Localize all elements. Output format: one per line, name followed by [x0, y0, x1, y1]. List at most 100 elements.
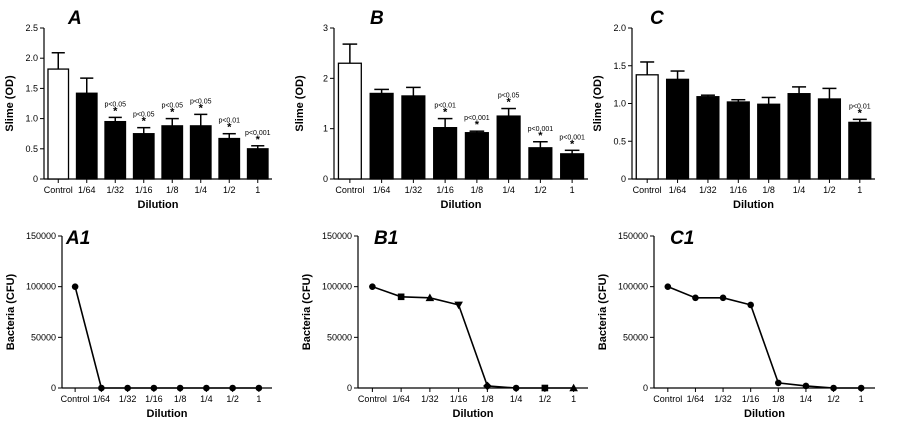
x-tick-label: Control: [335, 185, 364, 195]
x-tick-label: 1/16: [730, 185, 748, 195]
y-axis-title: Slime (OD): [294, 75, 306, 132]
y-tick-label: 1.0: [25, 114, 38, 124]
data-point: [397, 293, 405, 301]
y-tick-label: 0: [621, 174, 626, 184]
y-tick-label: 1: [323, 124, 328, 134]
y-tick-label: 0: [51, 383, 56, 393]
bar: [189, 125, 212, 180]
data-point: [255, 384, 263, 392]
bar: [757, 103, 781, 180]
significance-star: *: [170, 107, 175, 119]
bar: [464, 132, 489, 180]
x-tick-label: 1/32: [119, 394, 137, 404]
series-line: [372, 285, 574, 389]
x-axis-title: Dilution: [744, 408, 785, 420]
x-tick-label: 1: [570, 185, 575, 195]
x-tick-label: 1/8: [772, 394, 785, 404]
x-tick-label: Control: [653, 394, 682, 404]
y-axis-title: Bacteria (CFU): [5, 273, 17, 350]
x-tick-label: 1/32: [421, 394, 439, 404]
x-tick-label: 1/64: [78, 185, 96, 195]
y-tick-label: 1.0: [613, 99, 626, 109]
y-tick-label: 0: [347, 383, 352, 393]
y-axis-title: Slime (OD): [4, 75, 16, 132]
chart-panel-b: 0 1 2 3 Control 1/64 1/32 1/16 1/8 1/4 1/2 1 Dilutio…: [294, 8, 588, 211]
data-point: [719, 294, 727, 302]
data-point: [747, 301, 754, 309]
y-tick-label: 2.5: [25, 23, 38, 33]
panel-label: B: [370, 8, 384, 29]
significance-star: *: [142, 116, 147, 128]
significance-star: *: [858, 107, 863, 119]
y-tick-label: 1.5: [613, 61, 626, 71]
significance-star: *: [256, 134, 261, 146]
y-axis-title: Slime (OD): [592, 75, 604, 132]
data-point: [541, 384, 549, 392]
x-tick-label: 1/16: [742, 394, 760, 404]
bar: [369, 92, 394, 180]
data-point: [71, 283, 79, 290]
x-tick-label: 1/64: [687, 394, 705, 404]
x-tick-label: 1/64: [669, 185, 687, 195]
x-tick-label: 1/32: [106, 185, 124, 195]
bar: [401, 95, 426, 180]
y-tick-label: 100000: [26, 282, 56, 292]
significance-star: *: [570, 138, 575, 150]
x-tick-label: 1/8: [471, 185, 484, 195]
significance-star: *: [475, 119, 480, 131]
panel-label: B1: [374, 228, 398, 249]
bar: [787, 93, 811, 180]
x-tick-label: Control: [358, 394, 387, 404]
x-tick-label: 1/8: [481, 394, 494, 404]
p-value-label: p<0.05: [498, 93, 520, 100]
y-tick-label: 100000: [322, 282, 352, 292]
data-point: [176, 384, 184, 392]
x-tick-label: 1/2: [223, 185, 236, 195]
bar: [817, 98, 842, 180]
x-tick-label: 1/8: [174, 394, 187, 404]
y-tick-label: 1.5: [25, 83, 38, 93]
bar: [75, 92, 98, 180]
x-tick-label: 1: [859, 394, 864, 404]
chart-panel-a1: 0 50000 100000 150000 Control 1/64 1/32 1/16 1/8…: [5, 228, 272, 420]
y-tick-label: 150000: [618, 231, 648, 241]
bar: [560, 153, 585, 180]
x-tick-label: 1/2: [226, 394, 239, 404]
p-value-label: p<0.05: [104, 101, 126, 108]
p-value-label: p<0.05: [190, 98, 212, 105]
y-tick-label: 0.5: [25, 144, 38, 154]
y-axis-title: Bacteria (CFU): [301, 273, 313, 350]
x-tick-label: Control: [61, 394, 90, 404]
data-point: [483, 381, 492, 391]
x-tick-label: 1/16: [450, 394, 468, 404]
y-tick-label: 50000: [31, 332, 56, 342]
x-axis-title: Dilution: [453, 408, 494, 420]
y-tick-label: 150000: [26, 231, 56, 241]
y-tick-label: 2: [323, 73, 328, 83]
x-tick-label: 1/64: [373, 185, 391, 195]
x-axis-title: Dilution: [138, 199, 179, 211]
significance-star: *: [199, 102, 204, 114]
x-tick-label: 1/8: [166, 185, 179, 195]
panel-label: A1: [65, 228, 90, 249]
chart-panel-c: 0 0.5 1.0 1.5 2.0 Control 1/64 1/32 1/16 1/8 1/4 1/…: [592, 8, 875, 211]
bar: [132, 133, 155, 180]
x-tick-label: 1: [256, 394, 261, 404]
panel-label: A: [67, 8, 82, 29]
x-tick-label: 1/16: [145, 394, 163, 404]
x-tick-label: 1/4: [510, 394, 523, 404]
y-tick-label: 2.0: [613, 23, 626, 33]
series-line: [74, 286, 259, 389]
x-tick-label: 1/2: [827, 394, 840, 404]
bar: [665, 78, 690, 180]
significance-star: *: [113, 105, 118, 117]
x-tick-label: 1/64: [392, 394, 410, 404]
y-tick-label: 50000: [623, 332, 648, 342]
p-value-label: p<0.001: [464, 115, 490, 122]
x-tick-label: 1/2: [823, 185, 836, 195]
data-point: [369, 283, 376, 290]
significance-star: *: [443, 107, 448, 119]
bar: [161, 125, 184, 180]
p-value-label: p<0.001: [559, 134, 585, 141]
data-point: [203, 384, 210, 392]
